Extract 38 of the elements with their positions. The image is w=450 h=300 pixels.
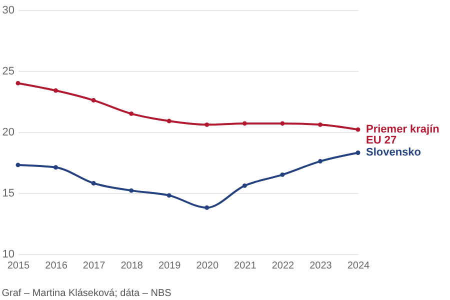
- x-tick-label: 2016: [45, 260, 68, 272]
- y-tick-label: 10: [2, 248, 14, 260]
- point: [54, 165, 58, 170]
- point: [166, 193, 172, 198]
- series-label: Priemer krajín EU 27: [366, 124, 440, 147]
- point: [54, 88, 58, 93]
- point: [280, 121, 285, 126]
- point: [16, 80, 20, 86]
- x-tick-label: 2019: [158, 260, 182, 272]
- x-tick-label: 2020: [196, 260, 219, 272]
- point: [356, 127, 360, 132]
- x-tick-label: 2021: [234, 260, 257, 272]
- point: [280, 172, 285, 177]
- x-tick-label: 2018: [120, 260, 144, 272]
- point: [129, 111, 134, 116]
- point: [204, 122, 210, 127]
- point: [166, 118, 172, 124]
- point: [356, 150, 360, 155]
- x-tick-label: 2015: [7, 260, 30, 272]
- point: [242, 183, 247, 188]
- point: [318, 122, 322, 127]
- point: [204, 205, 210, 210]
- point: [242, 121, 247, 126]
- x-tick-label: 2023: [310, 260, 332, 272]
- y-tick-label: 30: [2, 4, 14, 16]
- x-tick-label: 2024: [347, 260, 370, 272]
- x-tick-label: 2017: [82, 260, 106, 272]
- y-tick-label: 15: [2, 188, 14, 200]
- point: [91, 181, 96, 186]
- series-label: Slovensko: [366, 146, 422, 159]
- text: Graf – Martina Kláseková; dáta – NBS: [2, 288, 172, 299]
- y-tick-label: 20: [2, 126, 14, 138]
- point: [16, 162, 20, 168]
- point: [318, 159, 322, 164]
- point: [91, 98, 96, 103]
- x-tick-label: 2022: [272, 260, 295, 272]
- point: [129, 188, 134, 193]
- y-tick-label: 25: [2, 66, 14, 78]
